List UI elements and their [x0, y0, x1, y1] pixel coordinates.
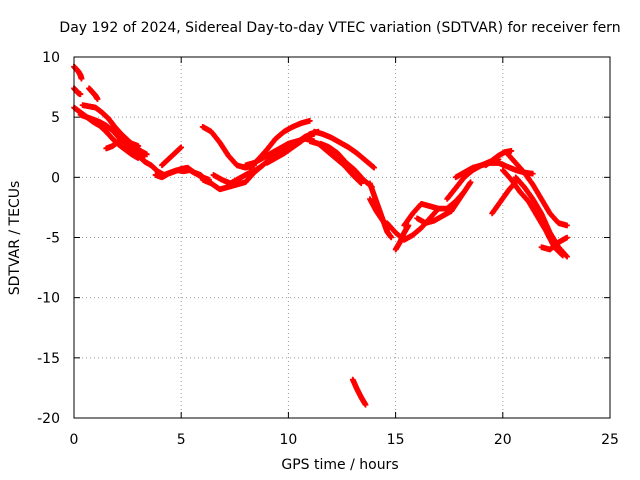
series-arc-6 [79, 102, 150, 158]
x-tick-label: 10 [279, 432, 297, 448]
series-arc-1 [71, 63, 85, 82]
series-arc-36 [349, 376, 369, 408]
data-point [178, 144, 184, 151]
series-arc-10 [159, 144, 184, 169]
data-point [564, 234, 570, 241]
series-arc-29 [448, 179, 474, 214]
series-arc-24 [392, 222, 412, 253]
data-point [307, 117, 313, 124]
data-point [78, 75, 85, 82]
data-point [135, 143, 142, 149]
x-tick-label: 25 [601, 432, 619, 448]
y-tick-label: -15 [37, 351, 60, 367]
series-arc-17 [264, 128, 322, 166]
series-arc-19 [307, 138, 365, 187]
x-axis-label: GPS time / hours [281, 457, 398, 473]
data-point [530, 170, 536, 177]
series-arc-14 [247, 117, 313, 171]
series-arc-30 [482, 148, 515, 169]
series-arc-3 [86, 85, 101, 102]
data-point [144, 151, 150, 158]
series-arc-35 [538, 234, 570, 253]
series-arc-7 [103, 137, 142, 152]
y-tick-label: 0 [51, 170, 60, 186]
grid-layer [74, 57, 610, 418]
data-point [467, 179, 474, 185]
axis-layer: 0 5 10 15 20 25 -20 -15 -10 -5 0 5 10 [37, 50, 619, 448]
x-tick-label: 20 [494, 432, 512, 448]
data-point [371, 164, 377, 171]
series-arc-32 [504, 150, 570, 229]
series-arc-21 [367, 180, 395, 241]
y-tick-label: -10 [37, 291, 60, 307]
y-tick-label: 5 [51, 110, 60, 126]
data-point [358, 180, 365, 187]
series-arc-2 [71, 85, 84, 98]
series-arc-26 [414, 208, 455, 226]
y-tick-label: -5 [46, 231, 60, 247]
x-tick-label: 0 [70, 432, 79, 448]
x-tick-label: 15 [387, 432, 405, 448]
series-arc-18 [311, 128, 377, 171]
plot-border [73, 56, 611, 419]
data-point [388, 234, 395, 241]
x-tick-label: 5 [177, 432, 186, 448]
data-point [564, 222, 570, 229]
y-tick-label: -20 [37, 411, 60, 427]
data-point [77, 91, 84, 98]
data-point [362, 401, 369, 408]
data-points [71, 63, 570, 408]
y-axis-label: SDTVAR / TECUs [7, 181, 23, 296]
series-arc-13 [210, 167, 260, 187]
data-point [94, 96, 101, 102]
y-tick-label: 10 [42, 50, 60, 66]
data-point [564, 253, 570, 260]
chart-title: Day 192 of 2024, Sidereal Day-to-day VTE… [59, 20, 620, 36]
data-point [508, 148, 515, 154]
